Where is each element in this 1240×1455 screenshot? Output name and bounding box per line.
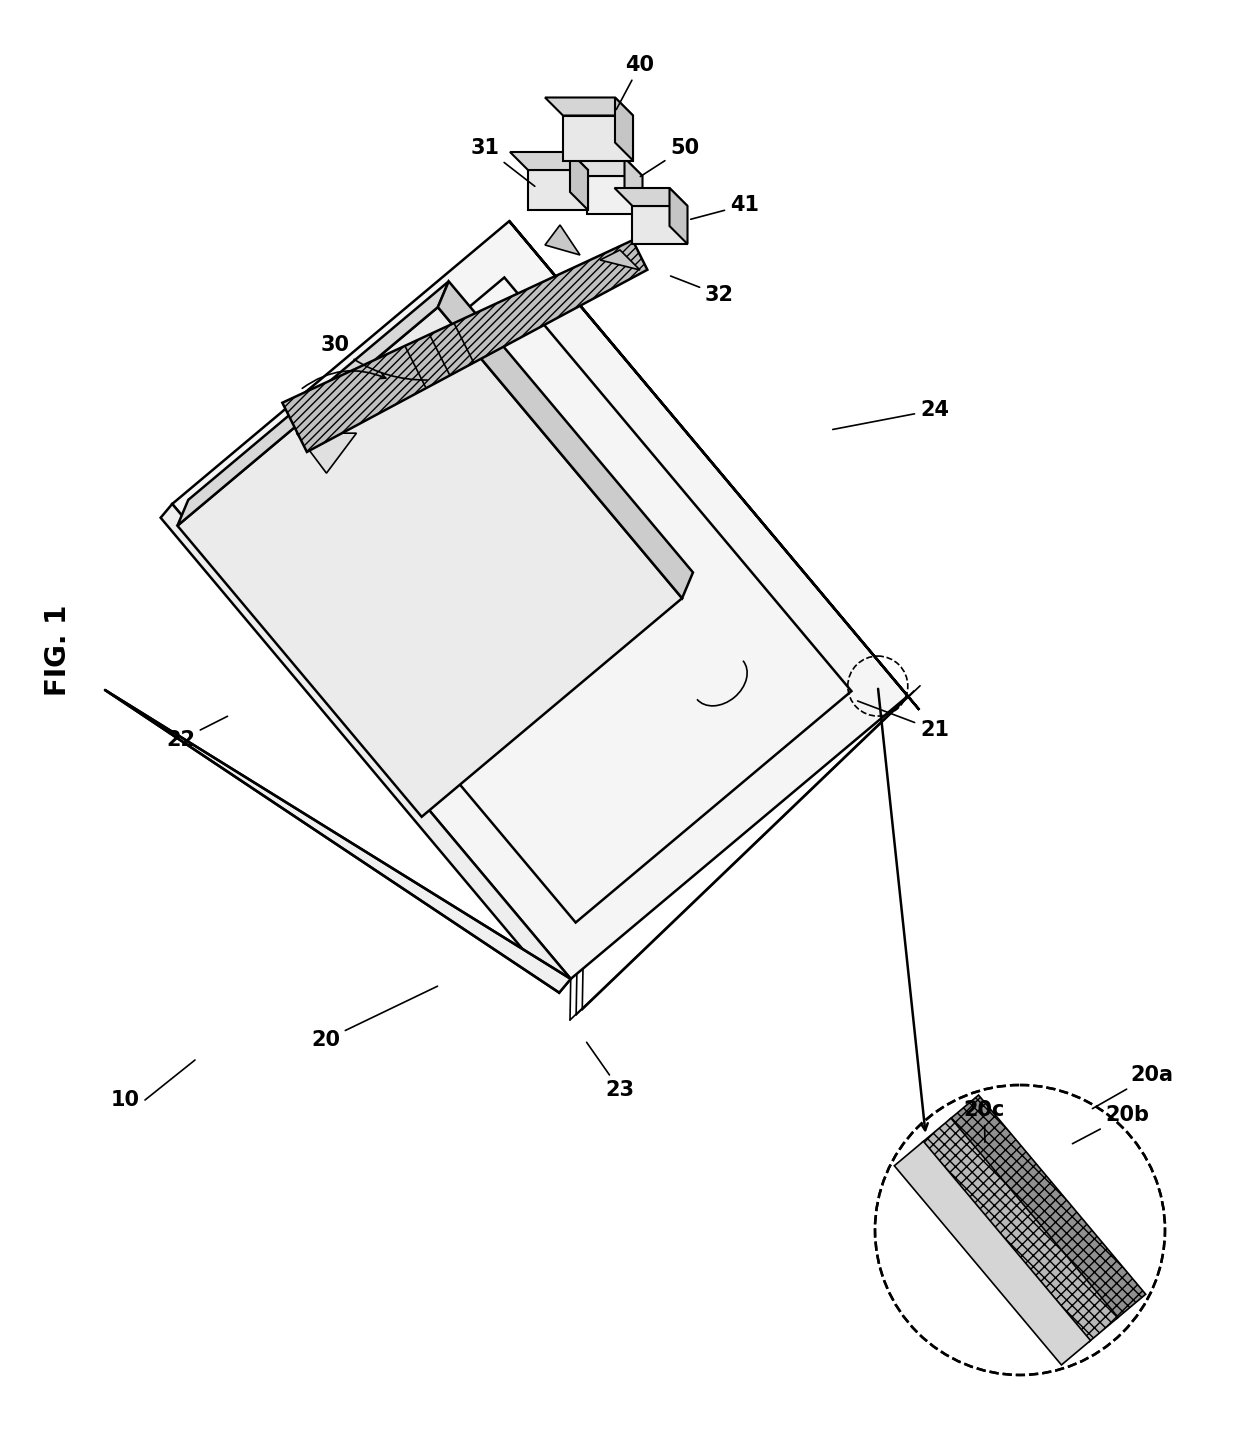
Polygon shape — [600, 250, 640, 271]
Polygon shape — [632, 207, 687, 244]
Text: 20a: 20a — [1092, 1065, 1173, 1109]
Polygon shape — [283, 240, 647, 453]
Text: 23: 23 — [587, 1042, 635, 1100]
Polygon shape — [615, 97, 632, 160]
Text: 10: 10 — [110, 1090, 140, 1110]
Polygon shape — [546, 97, 632, 115]
Text: 20b: 20b — [1073, 1104, 1149, 1144]
Text: 30: 30 — [321, 335, 428, 380]
Polygon shape — [625, 159, 642, 214]
Polygon shape — [510, 221, 919, 710]
Polygon shape — [894, 1141, 1090, 1365]
Polygon shape — [177, 307, 682, 816]
Polygon shape — [563, 115, 632, 160]
Text: 21: 21 — [858, 701, 949, 741]
Polygon shape — [670, 188, 687, 244]
Text: 32: 32 — [671, 276, 734, 306]
FancyArrowPatch shape — [303, 371, 386, 388]
Polygon shape — [950, 1096, 1146, 1318]
Text: 22: 22 — [166, 716, 227, 749]
Text: 50: 50 — [640, 138, 699, 176]
Polygon shape — [546, 226, 580, 255]
Polygon shape — [177, 281, 449, 525]
Text: 40: 40 — [616, 55, 655, 109]
Polygon shape — [105, 690, 570, 992]
Polygon shape — [172, 221, 908, 979]
Polygon shape — [921, 1119, 1118, 1342]
Polygon shape — [296, 434, 356, 473]
Polygon shape — [570, 151, 588, 210]
Text: FIG. 1: FIG. 1 — [43, 604, 72, 695]
Polygon shape — [510, 151, 588, 170]
Text: 20c: 20c — [963, 1100, 1004, 1142]
Polygon shape — [588, 176, 642, 214]
Polygon shape — [438, 281, 693, 598]
Polygon shape — [569, 159, 642, 176]
Text: 24: 24 — [833, 400, 949, 429]
Text: 20: 20 — [311, 986, 438, 1051]
Text: 31: 31 — [471, 138, 534, 186]
Text: 41: 41 — [691, 195, 759, 220]
Polygon shape — [528, 170, 588, 210]
Polygon shape — [615, 188, 687, 207]
Polygon shape — [161, 503, 570, 992]
